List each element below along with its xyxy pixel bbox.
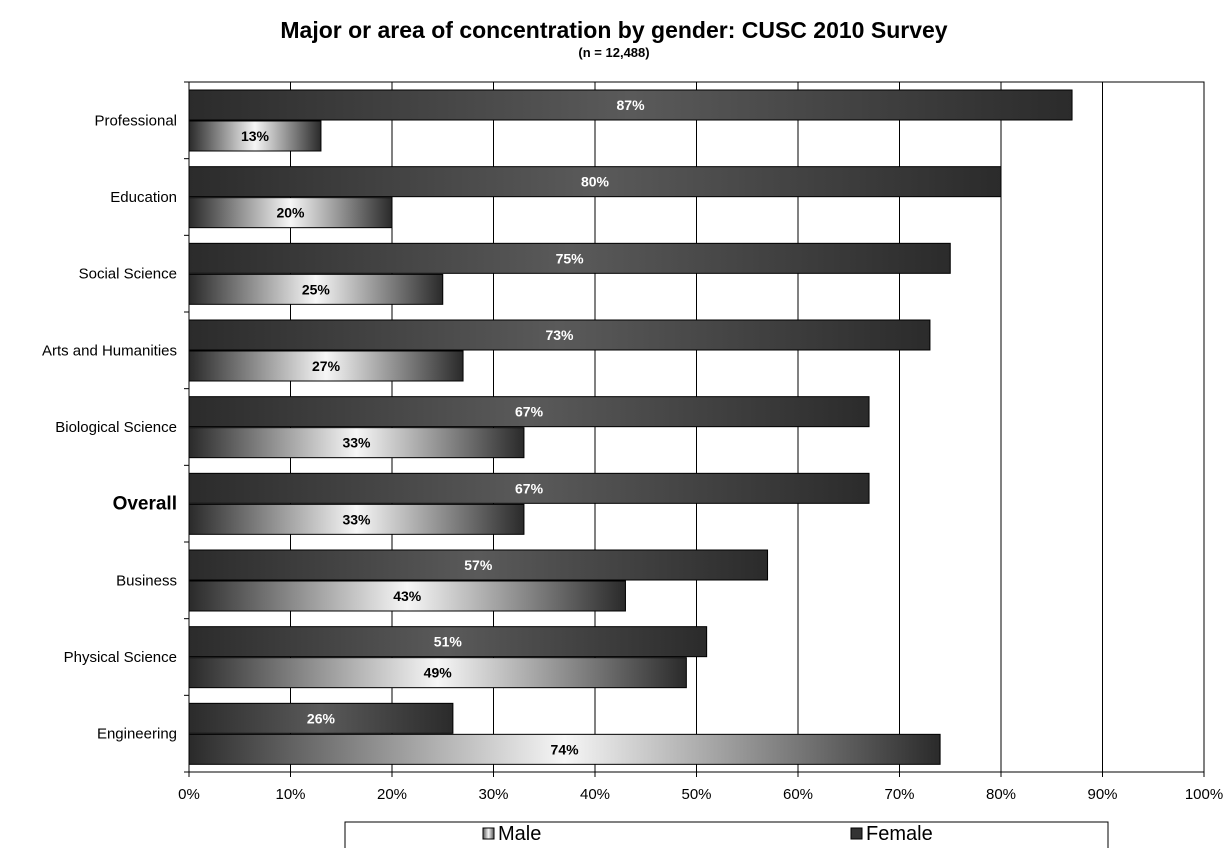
legend-swatch-female xyxy=(850,827,863,840)
data-label-female: 67% xyxy=(515,404,544,420)
chart-title: Major or area of concentration by gender… xyxy=(280,17,947,43)
category-label: Social Science xyxy=(79,266,177,283)
legend-label-female: Female xyxy=(866,823,933,845)
bar-male xyxy=(188,503,525,535)
category-label: Education xyxy=(110,189,177,206)
data-label-female: 87% xyxy=(617,97,646,113)
data-label-male: 20% xyxy=(276,205,305,221)
category-label: Physical Science xyxy=(64,649,177,666)
x-tick-label: 50% xyxy=(681,786,711,803)
category-label: Professional xyxy=(94,112,177,129)
category-label: Overall xyxy=(113,494,177,515)
bars: 87% 13% 80% 20% 75% 25% 73% 27% 67% 33% 67% 33% 57% 4… xyxy=(188,89,1073,765)
bar-female xyxy=(188,472,870,504)
data-label-male: 33% xyxy=(342,511,371,527)
legend: Male Female xyxy=(344,821,1109,848)
data-label-female: 73% xyxy=(545,327,574,343)
bar-female xyxy=(188,319,931,351)
category-label: Arts and Humanities xyxy=(42,342,177,359)
data-label-male: 13% xyxy=(241,128,270,144)
data-label-female: 26% xyxy=(307,710,336,726)
bar-male xyxy=(188,197,393,229)
bar-male xyxy=(188,427,525,459)
bar-female xyxy=(188,396,870,428)
data-label-female: 57% xyxy=(464,557,493,573)
bar-female xyxy=(188,89,1073,121)
x-tick-label: 60% xyxy=(783,786,813,803)
data-label-male: 25% xyxy=(302,281,331,297)
x-tick-label: 0% xyxy=(178,786,200,803)
data-label-female: 67% xyxy=(515,480,544,496)
bar-female xyxy=(188,626,708,658)
bar-male xyxy=(188,273,444,305)
category-label: Biological Science xyxy=(55,419,177,436)
x-tick-label: 90% xyxy=(1087,786,1117,803)
category-label: Business xyxy=(116,572,177,589)
data-label-female: 75% xyxy=(556,250,585,266)
data-label-female: 51% xyxy=(434,634,463,650)
x-tick-label: 70% xyxy=(884,786,914,803)
x-tick-label: 10% xyxy=(275,786,305,803)
x-tick-label: 40% xyxy=(580,786,610,803)
bar-female xyxy=(188,549,769,581)
x-tick-label: 30% xyxy=(478,786,508,803)
bar-male xyxy=(188,733,941,765)
data-label-male: 43% xyxy=(393,588,422,604)
bar-female xyxy=(188,702,454,734)
data-label-male: 27% xyxy=(312,358,341,374)
category-label: Engineering xyxy=(97,726,177,743)
axes: 0% 10% 20% 30% 40% 50% 60% 70% 80% 90% 100% Profess… xyxy=(42,81,1223,803)
bar-male xyxy=(188,350,464,382)
data-label-male: 49% xyxy=(424,665,453,681)
data-label-male: 74% xyxy=(551,741,580,757)
x-tick-label: 100% xyxy=(1185,786,1223,803)
bar-male xyxy=(188,120,322,152)
legend-label-male: Male xyxy=(498,823,541,845)
bar-male xyxy=(188,657,687,689)
legend-swatch-male xyxy=(482,827,495,840)
legend-box xyxy=(344,821,1109,848)
data-label-female: 80% xyxy=(581,174,610,190)
bar-female xyxy=(188,242,951,274)
bar-male xyxy=(188,580,626,612)
x-tick-label: 20% xyxy=(377,786,407,803)
x-tick-label: 80% xyxy=(986,786,1016,803)
bar-female xyxy=(188,166,1002,198)
data-label-male: 33% xyxy=(342,435,371,451)
chart-subtitle: (n = 12,488) xyxy=(578,45,649,60)
